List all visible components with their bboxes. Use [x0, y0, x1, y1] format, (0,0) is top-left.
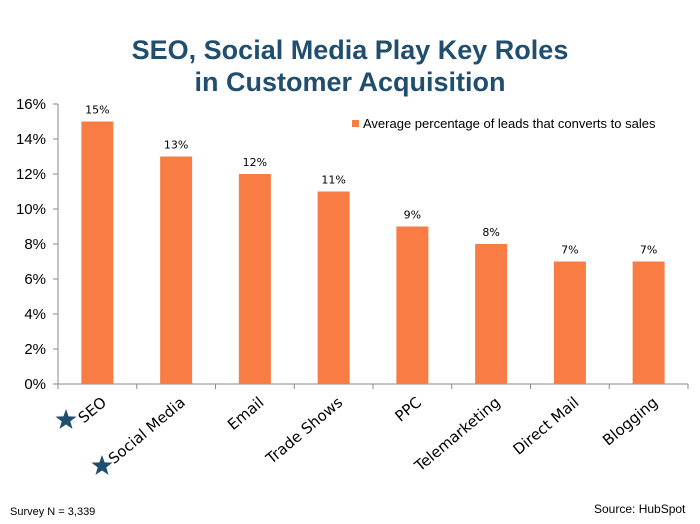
data-label: 11% [321, 174, 345, 187]
star-icon [55, 409, 77, 429]
category-label: PPC [391, 393, 424, 425]
data-label: 8% [482, 226, 499, 239]
bar [238, 174, 271, 384]
y-tick-label: 10% [16, 201, 46, 218]
legend-swatch [352, 120, 359, 127]
bar [317, 191, 350, 384]
category-label: Telemarketing [410, 393, 503, 475]
category-label: Email [224, 393, 267, 434]
star-icon [91, 455, 113, 475]
category-label: SEO [75, 393, 110, 427]
bar [632, 261, 665, 384]
y-tick-label: 6% [24, 271, 46, 288]
y-tick-label: 8% [24, 236, 46, 253]
chart-title-line-1: SEO, Social Media Play Key Roles [131, 35, 569, 65]
legend-label: Average percentage of leads that convert… [363, 116, 656, 131]
bar [553, 261, 586, 384]
chart-title: SEO, Social Media Play Key Roles in Cust… [0, 34, 700, 98]
bar [475, 244, 508, 384]
source-note: Source: HubSpot [594, 502, 686, 516]
data-label: 13% [164, 139, 188, 152]
data-label: 15% [85, 104, 109, 117]
bar [396, 226, 429, 384]
category-label: Blogging [599, 393, 661, 449]
bar [160, 156, 193, 384]
y-tick-label: 0% [24, 376, 46, 393]
y-tick-label: 2% [24, 341, 46, 358]
category-label: Social Media [105, 393, 189, 467]
y-tick-label: 4% [24, 306, 46, 323]
y-tick-label: 16% [16, 96, 46, 113]
category-label: Direct Mail [509, 393, 582, 458]
bar [81, 121, 114, 384]
survey-note: Survey N = 3,339 [10, 506, 96, 518]
y-tick-label: 14% [16, 131, 46, 148]
chart-title-line-2: in Customer Acquisition [194, 67, 506, 97]
data-label: 7% [640, 244, 657, 257]
category-label: Trade Shows [262, 393, 347, 468]
data-label: 7% [561, 244, 578, 257]
y-tick-label: 12% [16, 166, 46, 183]
data-label: 9% [404, 209, 421, 222]
data-label: 12% [243, 156, 267, 169]
